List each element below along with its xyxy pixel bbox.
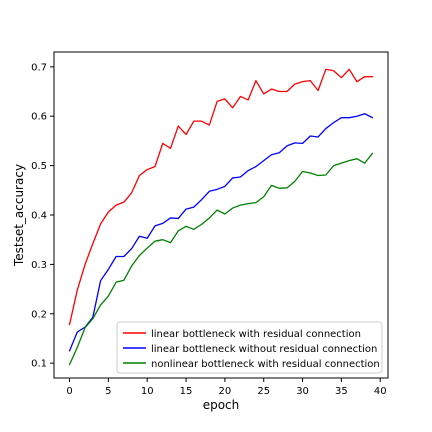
y-tick-label: 0.6 bbox=[31, 112, 47, 123]
y-axis: 0.1 0.2 0.3 0.4 0.5 0.6 0.7 bbox=[31, 62, 54, 370]
x-tick-label: 40 bbox=[374, 386, 387, 397]
y-tick-label: 0.4 bbox=[31, 211, 47, 222]
x-axis-label: epoch bbox=[203, 398, 240, 412]
legend-frame bbox=[116, 321, 383, 374]
x-tick-label: 0 bbox=[66, 386, 72, 397]
x-tick-label: 20 bbox=[219, 386, 232, 397]
series-line-2 bbox=[68, 152, 374, 366]
x-tick-label: 35 bbox=[335, 386, 348, 397]
legend-label-0: linear bottleneck with residual connecti… bbox=[151, 329, 361, 340]
x-tick-label: 30 bbox=[296, 386, 309, 397]
series-lines bbox=[68, 68, 374, 366]
y-tick-label: 0.7 bbox=[31, 62, 47, 73]
x-tick-label: 15 bbox=[180, 386, 193, 397]
series-line-1 bbox=[68, 113, 374, 352]
y-tick-label: 0.2 bbox=[31, 309, 47, 320]
series-line-0 bbox=[68, 68, 374, 326]
y-tick-label: 0.1 bbox=[31, 359, 47, 370]
y-tick-label: 0.5 bbox=[31, 161, 47, 172]
legend-label-2: nonlinear bottleneck with residual conne… bbox=[151, 359, 380, 370]
x-tick-label: 25 bbox=[257, 386, 270, 397]
legend-label-1: linear bottleneck without residual conne… bbox=[151, 344, 377, 355]
x-tick-label: 10 bbox=[141, 386, 154, 397]
legend: linear bottleneck with residual connecti… bbox=[116, 321, 383, 374]
y-axis-label: Testset_accuracy bbox=[12, 164, 26, 267]
y-tick-label: 0.3 bbox=[31, 260, 47, 271]
x-axis: 0 5 10 15 20 25 30 35 40 bbox=[66, 378, 387, 397]
x-tick-label: 5 bbox=[105, 386, 111, 397]
